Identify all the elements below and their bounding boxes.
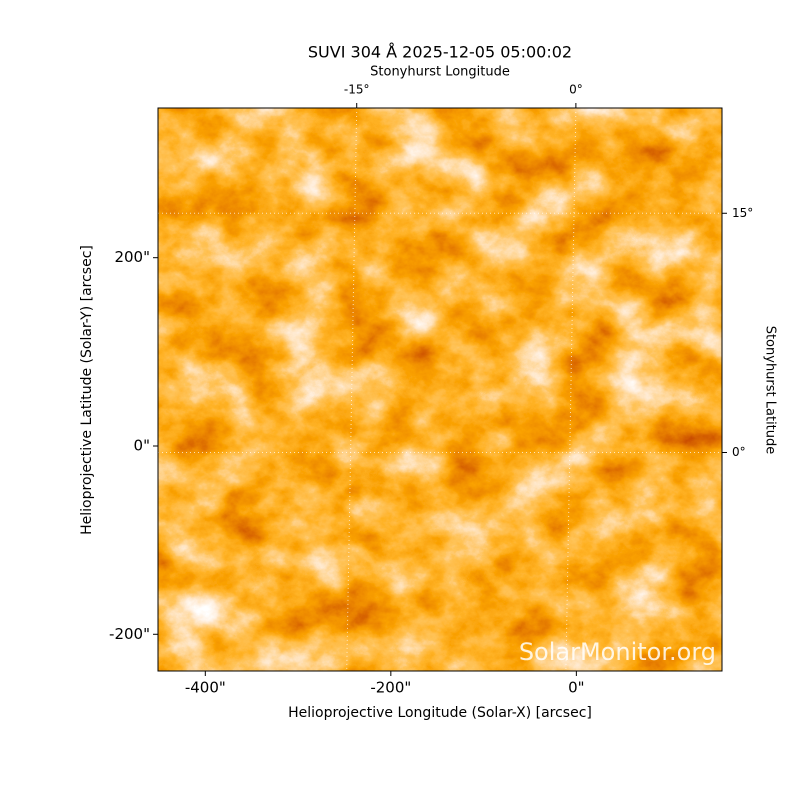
y2-axis-label: Stonyhurst Latitude: [763, 326, 778, 455]
y2-tick-label: 15°: [732, 206, 753, 220]
y-tick-label: 200": [114, 248, 150, 266]
x-axis-label: Helioprojective Longitude (Solar-X) [arc…: [288, 705, 592, 721]
x2-tick-label: 0°: [569, 83, 583, 97]
solar-image: [158, 108, 722, 671]
x-tick-label: -400": [185, 679, 226, 697]
x-tick-label: 0": [568, 679, 584, 697]
x2-tick-label: -15°: [344, 83, 370, 97]
y-tick-label: -200": [109, 625, 150, 643]
x2-axis-label: Stonyhurst Longitude: [370, 65, 510, 80]
plot-frame: [157, 107, 723, 672]
y-axis-label: Helioprojective Latitude (Solar-Y) [arcs…: [79, 245, 95, 535]
y2-tick-label: 0°: [732, 445, 746, 459]
x-tick-label: -200": [370, 679, 411, 697]
chart-title: SUVI 304 Å 2025-12-05 05:00:02: [308, 43, 572, 62]
y-tick-label: 0": [134, 436, 150, 454]
watermark: SolarMonitor.org: [519, 638, 716, 666]
